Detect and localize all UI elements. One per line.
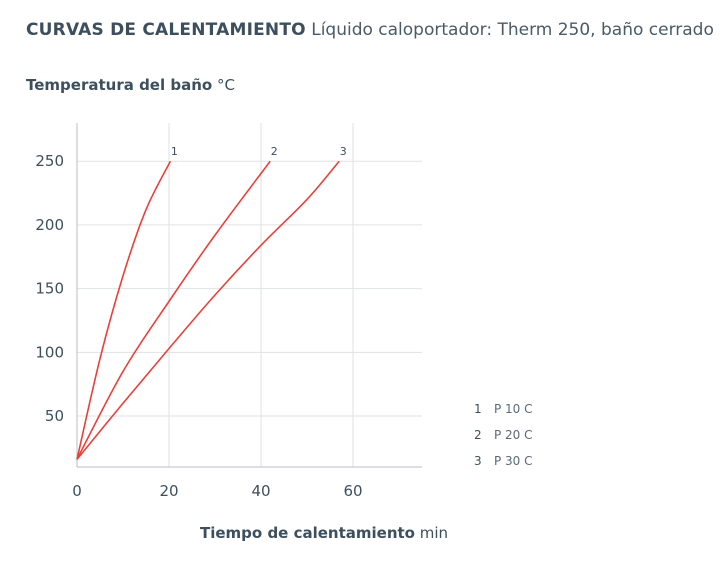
legend-key: 3 (474, 454, 482, 468)
y-axis-title: Temperatura del baño °C (26, 76, 235, 94)
y-axis-unit: °C (216, 76, 235, 94)
y-axis-label: Temperatura del baño (26, 76, 213, 94)
x-axis-unit: min (419, 524, 449, 542)
x-tick-label: 0 (72, 482, 82, 500)
x-tick-label: 60 (343, 482, 362, 500)
chart-title: CURVAS DE CALENTAMIENTO Líquido caloport… (26, 20, 714, 40)
series-end-label: 1 (171, 145, 178, 158)
chart-subtitle: Líquido caloportador: Therm 250, baño ce… (311, 20, 714, 40)
legend-label: P 10 C (494, 402, 533, 416)
y-tick-label: 150 (35, 280, 64, 298)
legend-item: 1 P 10 C (474, 402, 533, 428)
y-tick-label: 200 (35, 216, 64, 234)
legend-key: 1 (474, 402, 482, 416)
x-axis-label: Tiempo de calentamiento (200, 524, 415, 542)
series-end-label: 3 (340, 145, 347, 158)
legend-label: P 30 C (494, 454, 533, 468)
chart-legend: 1 P 10 C 2 P 20 C 3 P 30 C (474, 402, 533, 480)
y-tick-label: 100 (35, 343, 64, 361)
x-tick-label: 40 (251, 482, 270, 500)
legend-item: 3 P 30 C (474, 454, 533, 480)
series-line (76, 160, 340, 460)
y-tick-label: 250 (35, 152, 64, 170)
legend-label: P 20 C (494, 428, 533, 442)
chart-title-text: CURVAS DE CALENTAMIENTO (26, 20, 306, 40)
x-tick-label: 20 (159, 482, 178, 500)
series-line (76, 160, 271, 460)
legend-key: 2 (474, 428, 482, 442)
series-line (76, 160, 172, 460)
legend-item: 2 P 20 C (474, 428, 533, 454)
y-tick-label: 50 (45, 407, 64, 425)
x-axis-title: Tiempo de calentamiento min (200, 524, 448, 542)
series-end-label: 2 (271, 145, 278, 158)
